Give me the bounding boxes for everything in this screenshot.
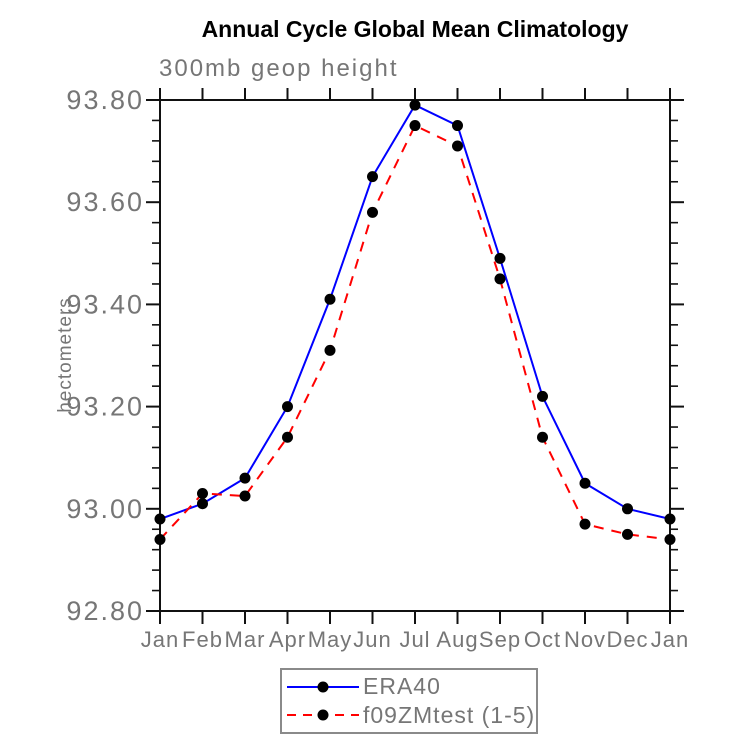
x-tick-label: Oct bbox=[524, 627, 561, 652]
x-tick-label: Dec bbox=[606, 627, 648, 652]
data-point-marker bbox=[494, 252, 506, 264]
data-point-marker bbox=[409, 99, 421, 111]
series-era40 bbox=[154, 99, 676, 525]
data-point-marker bbox=[494, 273, 506, 285]
data-point-marker bbox=[197, 498, 208, 510]
data-point-marker bbox=[367, 171, 378, 183]
y-axis: 92.80 93.00 93.20 93.40 93.60 93.80 bbox=[66, 85, 684, 626]
legend-line-sample-dashed bbox=[287, 709, 359, 721]
x-tick-label: Aug bbox=[436, 627, 478, 652]
y-tick-label: 93.00 bbox=[66, 494, 144, 524]
chart-title: Annual Cycle Global Mean Climatology bbox=[201, 16, 629, 42]
x-tick-label: Mar bbox=[225, 627, 266, 652]
data-point-marker bbox=[154, 513, 166, 525]
y-tick-label: 93.80 bbox=[66, 85, 144, 115]
series-line bbox=[159, 124, 671, 541]
x-tick-label: May bbox=[308, 627, 353, 652]
data-point-marker bbox=[664, 513, 676, 525]
x-axis: Jan Feb Mar Apr May Jun Jul Aug Sep Oct Nov Dec Jan bbox=[141, 88, 689, 652]
legend-label: ERA40 bbox=[363, 673, 441, 700]
data-point-marker bbox=[324, 344, 336, 356]
plot-frame bbox=[159, 99, 671, 612]
series-f09zmtest-1-5- bbox=[154, 120, 676, 545]
y-tick-label: 92.80 bbox=[66, 596, 144, 626]
x-tick-label: Jul bbox=[399, 627, 430, 652]
data-point-marker bbox=[537, 431, 548, 443]
legend-item: f09ZMtest (1-5) bbox=[285, 701, 536, 729]
data-point-marker bbox=[537, 390, 548, 402]
y-tick-label: 93.60 bbox=[66, 187, 144, 217]
data-point-marker bbox=[409, 120, 421, 132]
x-tick-label: Jan bbox=[141, 627, 179, 652]
legend-item: ERA40 bbox=[285, 673, 536, 701]
data-point-marker bbox=[452, 140, 463, 152]
data-point-marker bbox=[452, 120, 463, 132]
data-point-marker bbox=[282, 431, 293, 443]
data-point-marker bbox=[579, 477, 591, 489]
x-tick-label: Apr bbox=[269, 627, 306, 652]
x-tick-label: Jan bbox=[651, 627, 689, 652]
data-point-marker bbox=[664, 533, 676, 545]
x-tick-label: Sep bbox=[479, 627, 521, 652]
legend-label: f09ZMtest (1-5) bbox=[363, 701, 536, 728]
y-tick-label: 93.20 bbox=[66, 392, 144, 422]
data-point-marker bbox=[197, 487, 208, 499]
x-tick-label: Feb bbox=[182, 627, 223, 652]
data-point-marker bbox=[239, 472, 251, 484]
data-point-marker bbox=[579, 518, 591, 530]
data-point-marker bbox=[622, 528, 633, 540]
series-line bbox=[159, 103, 671, 520]
data-point-marker bbox=[367, 206, 378, 218]
data-point-marker bbox=[282, 401, 293, 413]
legend-line-sample-solid bbox=[287, 681, 359, 693]
data-point-marker bbox=[324, 293, 336, 305]
data-point-marker bbox=[622, 503, 633, 515]
data-point-marker bbox=[154, 533, 166, 545]
chart-subtitle: 300mb geop height bbox=[159, 55, 399, 82]
x-tick-label: Nov bbox=[564, 627, 606, 652]
legend-box: ERA40 f09ZMtest (1-5) bbox=[280, 668, 538, 734]
y-tick-label: 93.40 bbox=[66, 289, 144, 319]
data-point-marker bbox=[239, 490, 251, 502]
x-tick-label: Jun bbox=[353, 627, 391, 652]
